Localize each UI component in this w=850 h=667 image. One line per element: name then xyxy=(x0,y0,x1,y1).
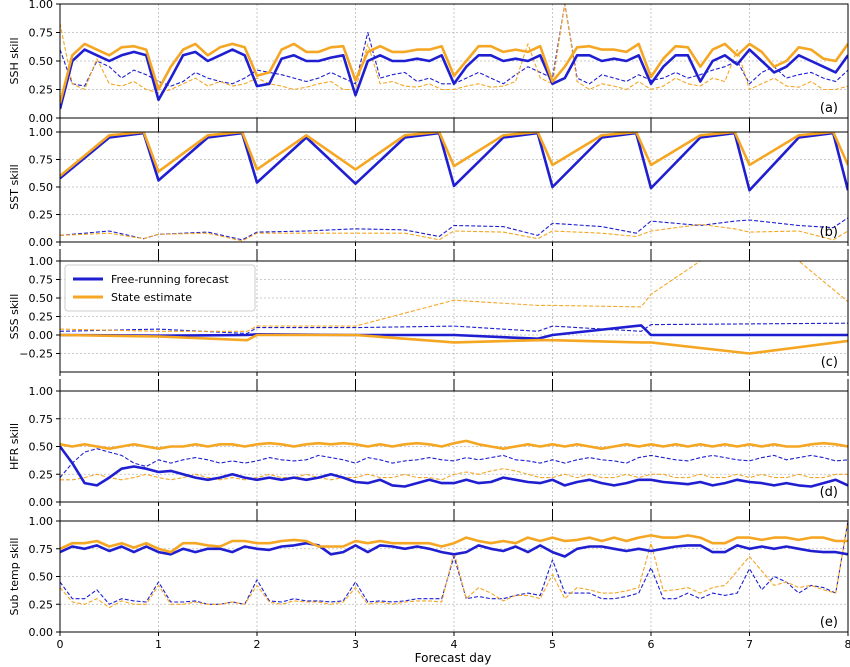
y-tick-label: 1.00 xyxy=(29,126,54,139)
series-line-dashed-state-estimate xyxy=(60,521,848,609)
y-tick-label: 0.75 xyxy=(29,154,54,167)
y-tick-label: 0.00 xyxy=(29,626,54,639)
y-tick-label: 0.25 xyxy=(29,209,54,222)
series-line-free-running xyxy=(60,324,848,341)
x-tick-label: 1 xyxy=(155,638,162,651)
series-line-dashed-state-estimate xyxy=(60,223,848,242)
y-tick-label: 0.50 xyxy=(29,441,54,454)
plot-frame xyxy=(59,131,849,243)
panels: 0.00 0.25 0.50 0.75 1.00 SSH skill (a) 0.00 0.25… xyxy=(8,0,850,651)
plot-frame xyxy=(59,520,849,633)
plot-frame xyxy=(59,390,849,503)
y-tick-label: 0.75 xyxy=(29,27,54,40)
legend-box xyxy=(64,264,256,312)
series-line-free-running xyxy=(60,132,848,192)
panel-label: (e) xyxy=(820,615,838,630)
series-line-dashed-state-estimate xyxy=(60,261,848,332)
legend-entry: Free-running forecast xyxy=(111,273,229,286)
y-tick-label: 0.25 xyxy=(29,468,54,481)
panel-4: 0 1 2 3 4 5 6 7 8 0.00 0.25 0.50 0.75 1.00 Sub temp sk… xyxy=(8,509,850,651)
series-line-dashed-free-running xyxy=(60,448,848,478)
x-tick-label: 7 xyxy=(746,638,753,651)
y-tick-label: 0.50 xyxy=(29,571,54,584)
series-group xyxy=(60,439,848,488)
y-tick-label: 0.25 xyxy=(29,84,54,97)
y-tick-label: 1.00 xyxy=(29,515,54,528)
y-tick-label: 0.00 xyxy=(29,329,54,342)
x-tick-label: 8 xyxy=(845,638,850,651)
y-tick-label: 0.00 xyxy=(29,496,54,509)
y-axis-label: SST skill xyxy=(8,164,21,209)
y-tick-label: 0.75 xyxy=(29,543,54,556)
series-line-dashed-free-running xyxy=(60,322,848,335)
panel-label: (b) xyxy=(820,225,838,240)
series-group xyxy=(60,132,848,242)
series-group xyxy=(60,4,848,110)
panel-1: 0.00 0.25 0.50 0.75 1.00 SST skill (b) xyxy=(8,120,849,249)
panel-label: (a) xyxy=(820,101,838,116)
x-tick-label: 2 xyxy=(254,638,261,651)
panel-label: (d) xyxy=(820,485,838,500)
x-tick-label: 5 xyxy=(549,638,556,651)
y-axis-label: Sub temp skill xyxy=(8,538,21,616)
y-tick-label: 0.00 xyxy=(29,236,54,249)
series-line-free-running xyxy=(60,48,848,110)
y-tick-label: 0.50 xyxy=(29,292,54,305)
y-tick-label: 0.25 xyxy=(29,311,54,324)
panel-3: 0.00 0.25 0.50 0.75 1.00 HFR skill (d) xyxy=(8,379,849,509)
series-line-state-estimate xyxy=(60,132,848,178)
y-tick-label: 1.00 xyxy=(29,0,54,11)
x-axis-label: Forecast day xyxy=(415,651,492,665)
series-group xyxy=(60,261,848,355)
panel-0: 0.00 0.25 0.50 0.75 1.00 SSH skill (a) xyxy=(8,0,849,125)
series-line-state-estimate xyxy=(60,333,848,355)
y-tick-label: 0.50 xyxy=(29,181,54,194)
series-line-dashed-free-running xyxy=(60,217,848,241)
series-line-free-running xyxy=(60,445,848,488)
y-tick-label: 0.75 xyxy=(29,274,54,287)
panel-2: −0.25 0.00 0.25 0.50 0.75 1.00 SSS skill (c) xyxy=(8,249,849,376)
y-tick-label: 0.75 xyxy=(29,413,54,426)
y-tick-label: 0.25 xyxy=(29,598,54,611)
y-axis-label: HFR skill xyxy=(8,423,21,470)
series-line-dashed-state-estimate xyxy=(60,4,848,94)
series-line-dashed-free-running xyxy=(60,521,848,605)
x-tick-label: 6 xyxy=(648,638,655,651)
x-tick-label: 3 xyxy=(352,638,359,651)
legend: Free-running forecast State estimate xyxy=(64,264,256,312)
x-tick-label: 0 xyxy=(57,638,64,651)
legend-entry: State estimate xyxy=(111,291,192,304)
plot-frame xyxy=(59,260,849,373)
x-tick-label: 4 xyxy=(451,638,458,651)
y-axis-label: SSH skill xyxy=(8,37,21,84)
series-line-state-estimate xyxy=(60,439,848,451)
y-tick-label: 1.00 xyxy=(29,385,54,398)
y-tick-label: −0.25 xyxy=(19,348,53,361)
y-tick-label: 0.50 xyxy=(29,55,54,68)
series-line-free-running xyxy=(60,541,848,558)
y-tick-label: 1.00 xyxy=(29,255,54,268)
series-line-state-estimate xyxy=(60,534,848,554)
y-axis-label: SSS skill xyxy=(8,294,21,340)
series-line-state-estimate xyxy=(60,42,848,104)
plot-frame xyxy=(59,3,849,119)
panel-label: (c) xyxy=(821,355,838,370)
series-group xyxy=(60,521,848,609)
y-tick-label: 0.00 xyxy=(29,112,54,125)
